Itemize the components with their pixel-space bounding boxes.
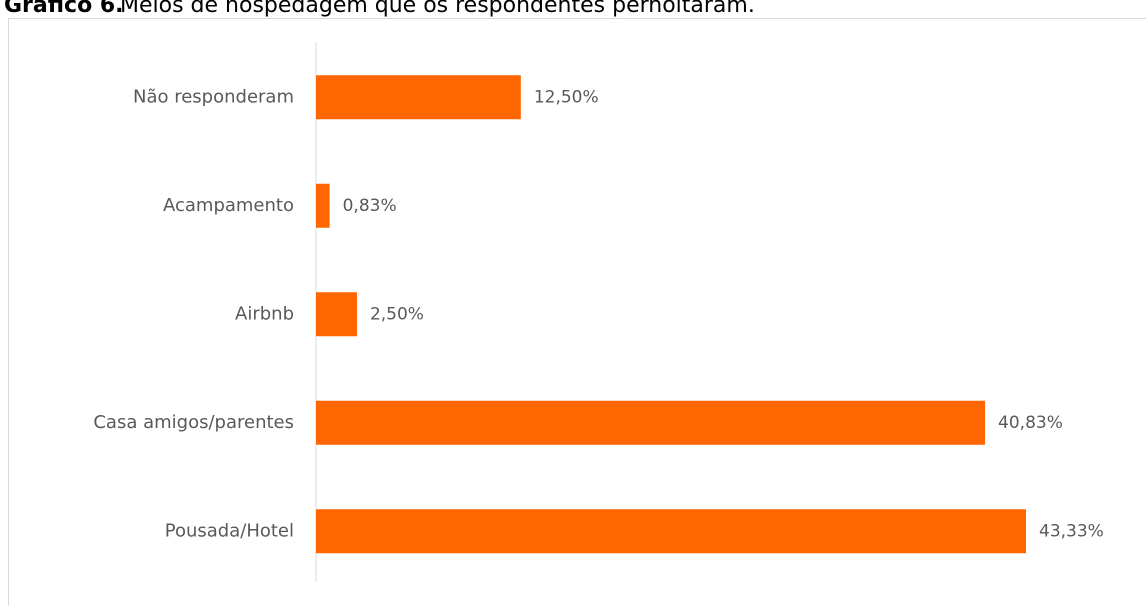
chart-title-label: Gráfico 6. — [4, 0, 124, 18]
bar — [316, 183, 330, 228]
value-label: 12,50% — [534, 87, 599, 107]
category-label: Casa amigos/parentes — [93, 412, 294, 433]
bar — [316, 509, 1026, 554]
category-label: Acampamento — [163, 195, 294, 216]
bar — [316, 75, 521, 120]
chart-title: Meios de hospedagem que os respondentes … — [120, 0, 755, 18]
category-label: Não responderam — [133, 86, 294, 107]
bar — [316, 292, 357, 337]
value-label: 43,33% — [1039, 521, 1104, 541]
category-label: Airbnb — [235, 303, 294, 324]
category-label: Pousada/Hotel — [165, 520, 294, 541]
bar — [316, 400, 986, 445]
chart-frame — [8, 18, 1146, 606]
value-label: 0,83% — [343, 196, 397, 216]
value-label: 2,50% — [370, 304, 424, 324]
value-label: 40,83% — [998, 413, 1063, 433]
